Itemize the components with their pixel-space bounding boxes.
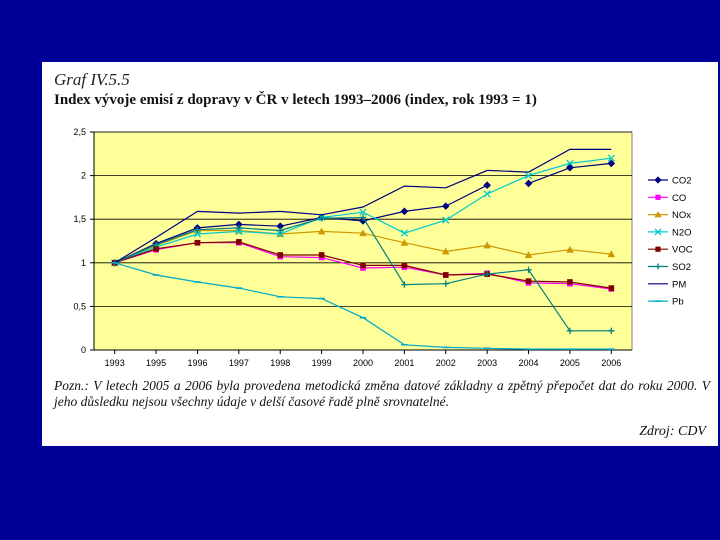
x-tick-label: 2006 <box>601 358 621 368</box>
data-point <box>359 208 367 216</box>
data-point <box>153 246 159 252</box>
plot-area <box>93 131 633 351</box>
legend-label: PM <box>672 279 686 290</box>
data-point <box>655 246 661 252</box>
x-tick-label: 1996 <box>187 358 207 368</box>
data-point <box>607 159 616 168</box>
data-point <box>608 285 615 291</box>
x-tick-label: 2005 <box>560 358 580 368</box>
data-point <box>194 226 201 233</box>
data-point <box>441 202 450 210</box>
series-line <box>114 148 612 264</box>
data-point <box>566 245 574 253</box>
data-point <box>655 194 661 200</box>
figure-source: Zdroj: CDV <box>639 424 706 439</box>
data-point <box>359 217 367 225</box>
data-point <box>360 262 366 269</box>
data-point <box>566 327 574 335</box>
data-point <box>608 327 615 335</box>
x-tick-label: 1999 <box>312 358 332 368</box>
data-point <box>235 220 243 229</box>
x-tick-label: 2003 <box>477 358 497 368</box>
figure-label: Graf IV.5.5 <box>54 70 130 89</box>
data-point <box>525 278 532 284</box>
data-point <box>654 228 662 236</box>
data-point <box>236 239 242 245</box>
x-tick-label: 1995 <box>146 358 166 368</box>
data-point <box>607 250 616 258</box>
data-point <box>359 229 367 237</box>
legend-label: N2O <box>672 227 692 238</box>
data-point <box>400 238 409 246</box>
emissions-line-chart: 0 0,5 1 1,5 2 2,5 1993 1995 1996 1997 1998 1999 2000… <box>73 127 693 368</box>
data-point <box>525 266 532 273</box>
legend-label: VOC <box>672 245 693 256</box>
x-tick-label: 1997 <box>229 358 249 368</box>
x-tick-label: 2000 <box>353 358 373 368</box>
data-point <box>441 247 450 255</box>
data-point <box>276 222 285 230</box>
data-point <box>566 159 574 168</box>
y-tick-label: 0,5 <box>73 301 86 311</box>
legend-label: CO2 <box>672 176 692 187</box>
data-point <box>193 230 202 238</box>
x-tick-label: 2002 <box>436 358 456 368</box>
figure-panel: Graf IV.5.5 Index vývoje emisí z dopravy… <box>42 62 718 446</box>
y-tick-label: 1,5 <box>73 214 86 224</box>
data-point <box>235 227 243 236</box>
legend-label: SO2 <box>672 262 691 273</box>
data-point <box>152 241 160 248</box>
data-point <box>483 270 491 278</box>
data-point <box>401 281 408 288</box>
y-tick-label: 0 <box>81 345 86 355</box>
figure-note: Pozn.: V letech 2005 a 2006 byla provede… <box>54 378 710 409</box>
data-point <box>607 154 615 162</box>
x-tick-label: 2001 <box>394 358 414 368</box>
figure-title: Index vývoje emisí z dopravy v ČR v lete… <box>54 92 537 108</box>
legend-label: NOx <box>672 210 691 221</box>
data-point <box>654 176 662 184</box>
data-point <box>483 241 491 249</box>
y-tick-label: 2 <box>81 171 86 181</box>
y-tick-label: 2,5 <box>73 127 86 137</box>
data-point <box>317 227 326 235</box>
data-point <box>442 216 450 224</box>
legend-label: CO <box>672 193 686 204</box>
data-point <box>442 280 449 287</box>
data-point <box>655 263 661 270</box>
data-point <box>483 190 491 198</box>
data-point <box>400 229 409 237</box>
data-point <box>276 230 284 238</box>
series-line <box>114 184 488 264</box>
data-point <box>567 279 573 285</box>
x-tick-label: 2004 <box>519 358 539 368</box>
data-point <box>359 214 367 221</box>
data-point <box>194 239 201 246</box>
legend-label: Pb <box>672 297 684 308</box>
data-point <box>524 251 533 258</box>
data-point <box>318 215 325 222</box>
y-tick-label: 1 <box>81 258 86 268</box>
data-point <box>277 252 284 258</box>
data-point <box>318 252 325 258</box>
data-point <box>442 272 449 278</box>
x-tick-label: 1993 <box>105 358 125 368</box>
data-point <box>277 227 284 234</box>
data-point <box>524 179 533 188</box>
x-tick-label: 1998 <box>270 358 290 368</box>
data-point <box>400 207 409 216</box>
data-point <box>235 224 243 232</box>
data-point <box>524 171 533 180</box>
data-point <box>654 211 662 218</box>
data-point <box>401 262 408 269</box>
